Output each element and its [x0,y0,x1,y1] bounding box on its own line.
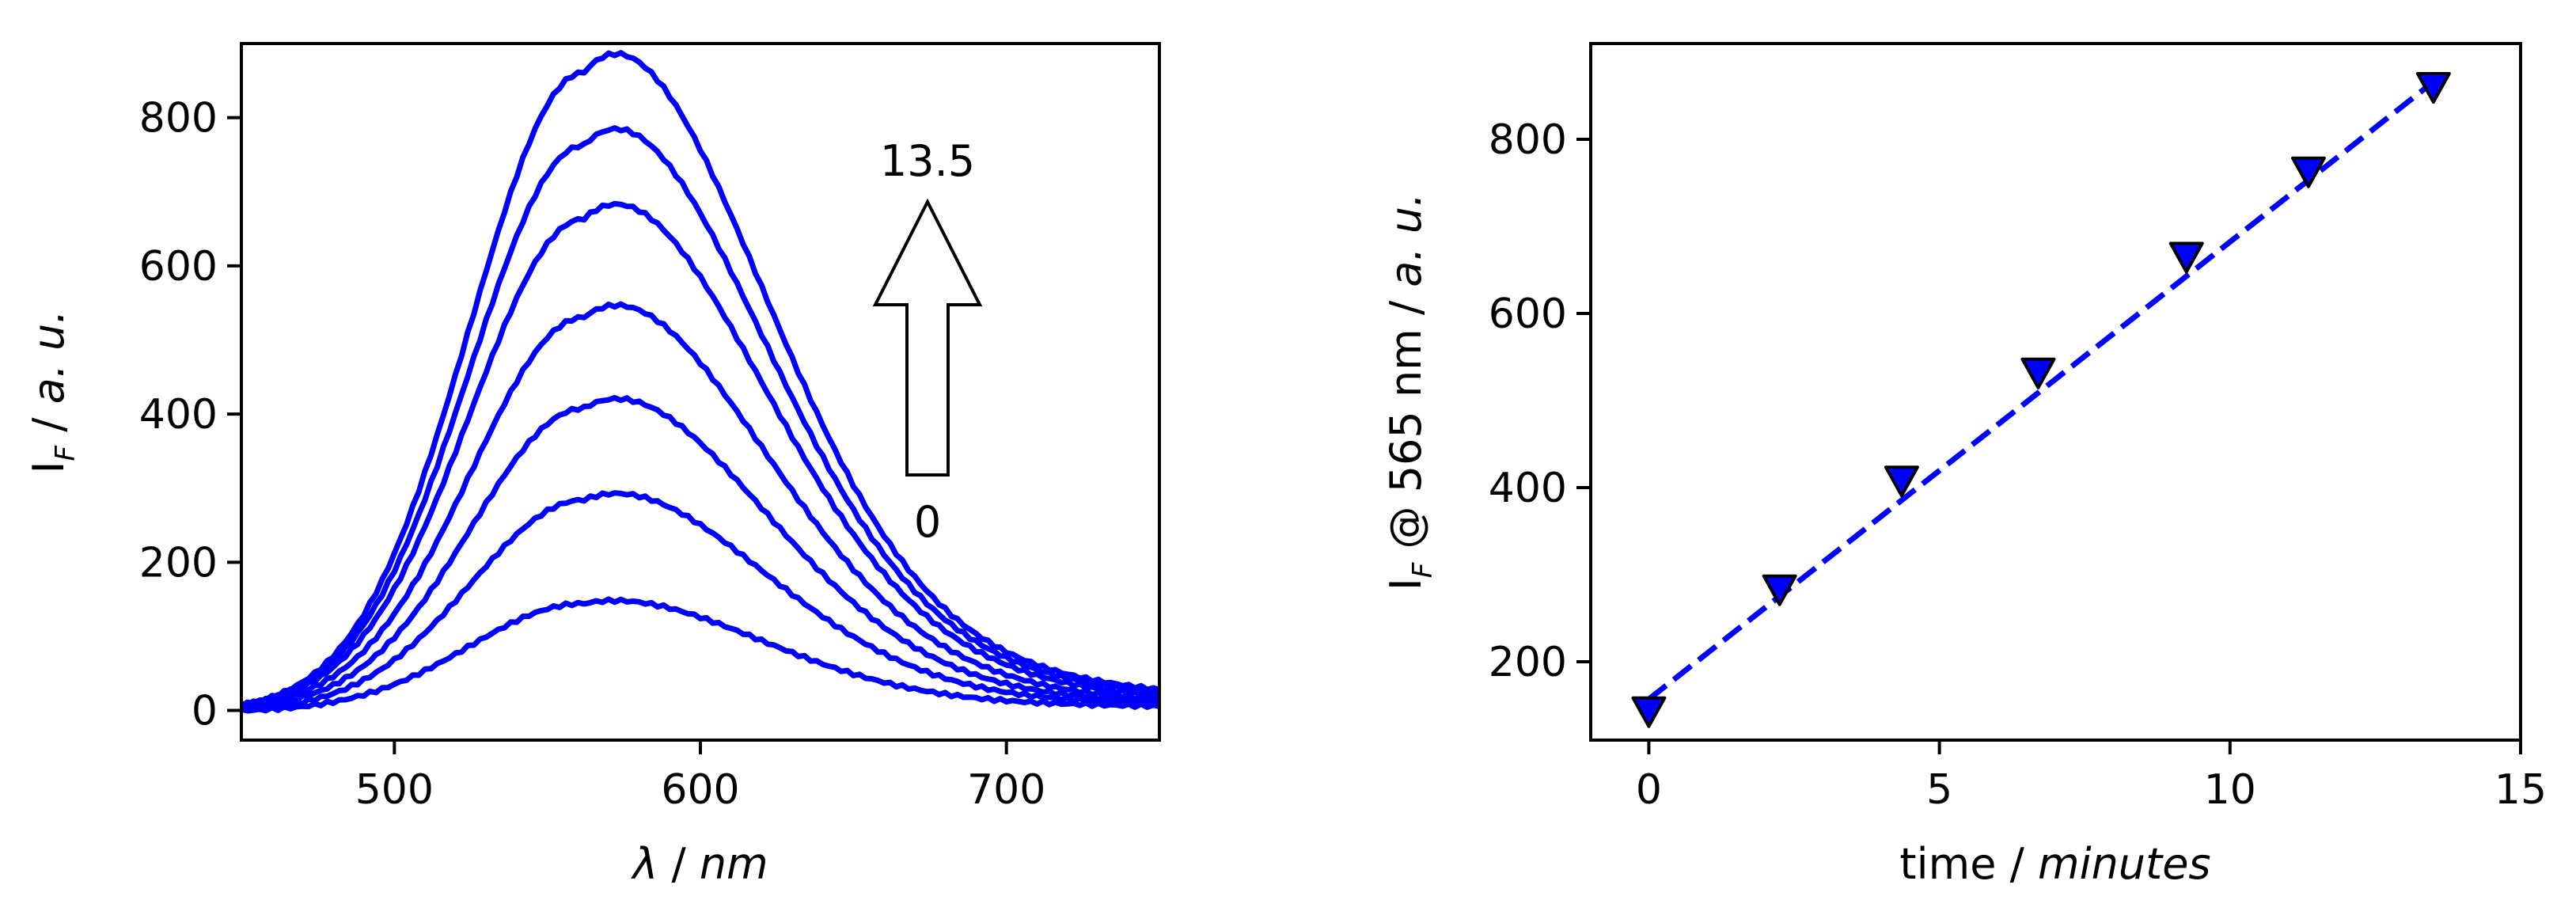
spectra-x-axis: 500 600 700 [355,740,1045,814]
kinetics-x-axis-label: time / minutes [1899,839,2210,889]
kinetics-plot-frame [1589,42,2522,742]
spectrum-line [241,200,1161,708]
spectrum-line [241,50,1161,708]
time-progress-arrow [872,198,983,477]
spectrum-line [241,301,1160,708]
spectra-x-axis-label: λ / nm [630,839,768,889]
x-tick-label: 10 [2204,766,2256,814]
x-tick-label: 5 [1926,766,1952,814]
spectra-series-group [239,50,1161,714]
arrow-shape [872,198,983,477]
spectrum-line [239,125,1161,709]
kinetics-y-axis-label: IF @ 565 nm / a. u. [1381,193,1439,591]
spectrum-line [240,395,1161,712]
x-tick-label: 500 [355,766,434,814]
y-tick-label: 400 [1489,465,1567,512]
y-tick-label: 600 [1489,291,1567,338]
y-tick-label: 600 [139,243,218,291]
spectra-panel: 500 600 700 0 200 400 600 800 λ / nm IF / a. u… [24,42,1161,889]
y-tick-label: 800 [139,95,218,142]
arrow-start-label: 0 [914,497,941,547]
data-point [2415,72,2451,104]
kinetics-x-axis: 0 5 10 15 [1636,740,2547,814]
y-tick-label: 200 [139,539,218,587]
x-tick-label: 700 [967,766,1045,814]
kinetics-y-axis: 200 400 600 800 [1489,116,1591,686]
data-point [2290,156,2326,188]
kinetics-points-group [1631,72,2451,728]
arrow-end-label: 13.5 [880,136,975,186]
data-point [1631,696,1667,728]
spectra-y-axis-label: IF / a. u. [24,310,82,474]
data-point [2168,241,2204,274]
data-point [1884,465,1919,498]
spectrum-line [241,596,1160,714]
kinetics-panel: 0 5 10 15 200 400 600 800 time / minutes IF @ … [1381,42,2547,889]
y-tick-label: 0 [192,688,218,735]
y-tick-label: 800 [1489,116,1567,164]
x-tick-label: 600 [661,766,739,814]
y-tick-label: 200 [1489,639,1567,686]
spectra-y-axis: 0 200 400 600 800 [139,95,241,735]
data-point [2020,357,2056,389]
x-tick-label: 15 [2494,766,2547,814]
data-point [1762,574,1797,606]
x-tick-label: 0 [1636,766,1662,814]
y-tick-label: 400 [139,391,218,439]
spectrum-line [241,490,1161,713]
